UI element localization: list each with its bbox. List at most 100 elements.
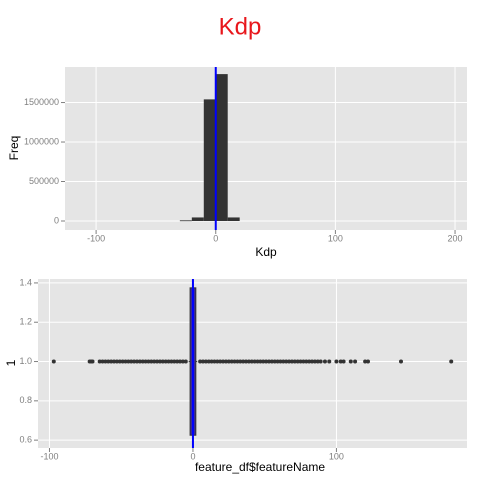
outlier-point [155, 359, 160, 364]
outlier-point [106, 359, 111, 364]
outlier-point [241, 359, 246, 364]
outlier-point [209, 359, 214, 364]
outlier-point [149, 359, 154, 364]
outlier-point [289, 359, 294, 364]
outlier-point [221, 359, 226, 364]
outlier-point [348, 359, 353, 364]
y-tick-label: 1.0 [19, 356, 32, 366]
x-axis-label: feature_df$featureName [195, 460, 325, 474]
y-tick-label: 0.6 [19, 435, 32, 445]
outlier-point [218, 359, 223, 364]
outlier-point [163, 359, 168, 364]
outlier-point [135, 359, 139, 364]
outlier-point [172, 359, 177, 364]
outlier-point [295, 359, 300, 364]
outlier-point [267, 359, 271, 364]
bar [215, 74, 228, 221]
outlier-point [152, 359, 157, 364]
outlier-point [249, 359, 254, 364]
outlier-point [132, 359, 137, 364]
outlier-point [175, 359, 180, 364]
outlier-point [201, 359, 205, 364]
outlier-point [90, 359, 95, 364]
y-tick-label: 0.8 [19, 395, 32, 405]
outlier-point [449, 359, 454, 364]
outlier-point [304, 359, 309, 364]
outlier-point [137, 359, 142, 364]
outlier-point [112, 359, 117, 364]
bar [227, 217, 240, 221]
y-tick-label: 500000 [29, 176, 59, 186]
outlier-point [318, 359, 323, 364]
outlier-point [206, 359, 211, 364]
y-axis-label: Freq [7, 136, 21, 161]
bar [203, 99, 216, 221]
x-tick-label: 200 [448, 233, 463, 243]
figure-title: Kdp [219, 13, 262, 40]
outlier-point [287, 359, 292, 364]
outlier-point [298, 359, 303, 364]
outlier-point [140, 359, 145, 364]
outlier-point [226, 359, 231, 364]
outlier-point [258, 359, 263, 364]
outlier-point [255, 359, 260, 364]
outlier-point [310, 359, 315, 364]
outlier-point [215, 359, 220, 364]
outlier-point [109, 359, 114, 364]
y-tick-label: 1000000 [24, 136, 59, 146]
outlier-point [203, 359, 208, 364]
outlier-point [232, 359, 237, 364]
outlier-point [223, 359, 228, 364]
outlier-point [261, 359, 266, 364]
outlier-point [169, 359, 174, 364]
x-tick-label: 100 [328, 233, 343, 243]
outlier-point [269, 359, 274, 364]
outlier-point [229, 359, 234, 364]
x-tick-label: 0 [190, 451, 195, 461]
outlier-point [252, 359, 257, 364]
outlier-point [235, 359, 240, 364]
outlier-point [160, 359, 165, 364]
outlier-point [120, 359, 125, 364]
outlier-point [363, 359, 368, 364]
outlier-point [126, 359, 131, 364]
x-axis-label: Kdp [255, 245, 277, 259]
outlier-point [292, 359, 297, 364]
panel [65, 67, 467, 230]
outlier-point [366, 359, 370, 364]
outlier-point [103, 359, 108, 364]
outlier-point [246, 359, 251, 364]
outlier-point [284, 359, 289, 364]
outlier-point [327, 359, 332, 364]
outlier-point [301, 359, 306, 364]
outlier-point [183, 359, 188, 364]
outlier-point [51, 359, 56, 364]
outlier-point [272, 359, 277, 364]
outlier-point [353, 359, 358, 364]
outlier-point [123, 359, 128, 364]
outlier-point [166, 359, 171, 364]
x-tick-label: -100 [87, 233, 105, 243]
outlier-point [281, 359, 286, 364]
outlier-point [312, 359, 317, 364]
y-tick-label: 1.2 [19, 317, 32, 327]
outlier-point [157, 359, 162, 364]
outlier-point [334, 359, 339, 364]
outlier-point [238, 359, 243, 364]
x-tick-label: 0 [213, 233, 218, 243]
panel [38, 279, 467, 448]
y-tick-label: 1.4 [19, 277, 32, 287]
outlier-point [146, 359, 151, 364]
outlier-point [117, 359, 122, 364]
y-axis-label: 1 [4, 359, 18, 366]
outlier-point [307, 359, 312, 364]
outlier-point [100, 359, 105, 364]
outlier-point [338, 359, 343, 364]
outlier-point [178, 359, 183, 364]
outlier-point [244, 359, 249, 364]
outlier-point [180, 359, 185, 364]
y-tick-label: 0 [54, 215, 59, 225]
outlier-point [114, 359, 119, 364]
outlier-point [399, 359, 403, 364]
